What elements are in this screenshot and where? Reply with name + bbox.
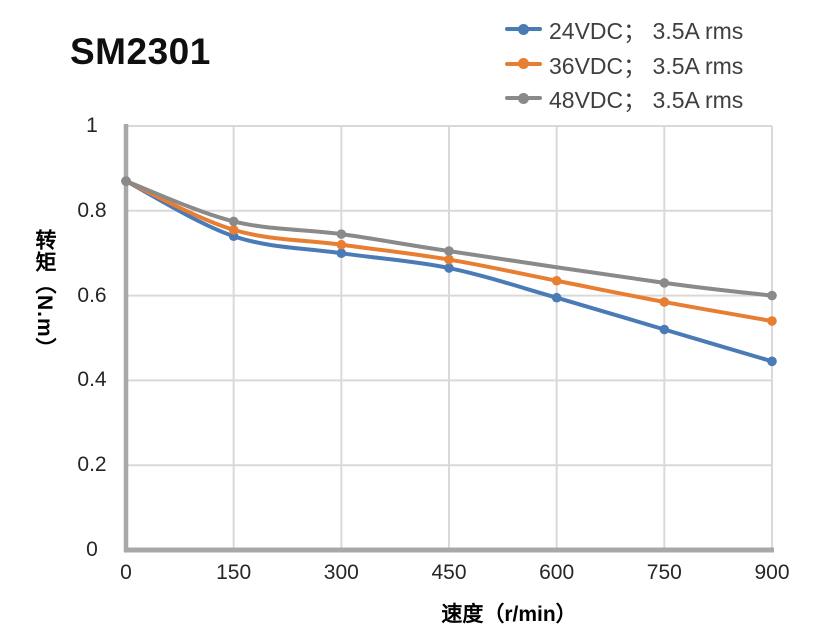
x-axis-title: 速度（r/min） (441, 603, 577, 626)
legend-label: 24VDC； 3.5A rms (549, 18, 744, 45)
data-point-marker (659, 324, 670, 335)
chart-title: SM2301 (70, 31, 211, 72)
y-axis-title: 转矩（N.m） (33, 229, 56, 360)
data-point-marker (767, 356, 777, 367)
data-point-marker (767, 290, 777, 301)
series-line (124, 179, 774, 298)
data-point-marker (121, 176, 131, 186)
legend-dot-icon (518, 23, 529, 35)
legend-marker-icon (505, 57, 542, 71)
data-point-marker (336, 239, 347, 250)
legend-item: 36VDC； 3.5A rms (505, 47, 743, 82)
data-point-marker (444, 254, 454, 265)
legend-dot-icon (518, 92, 529, 104)
data-point-marker (228, 216, 239, 227)
data-point-marker (336, 229, 347, 239)
data-point-marker (228, 225, 239, 235)
legend-label: 48VDC； 3.5A rms (549, 87, 744, 114)
legend-marker-icon (505, 91, 542, 105)
data-point-marker (551, 292, 562, 303)
data-point-marker (551, 275, 562, 286)
legend-marker-icon (505, 22, 542, 36)
data-point-marker (444, 246, 454, 256)
data-point-marker (767, 316, 777, 326)
data-point-marker (659, 297, 670, 307)
legend-label: 36VDC； 3.5A rms (549, 52, 744, 79)
legend-item: 24VDC； 3.5A rms (505, 12, 743, 47)
data-point-marker (444, 263, 454, 273)
legend-item: 48VDC； 3.5A rms (505, 81, 743, 116)
data-point-marker (659, 278, 670, 288)
data-point-marker (336, 248, 347, 258)
legend-dot-icon (518, 58, 529, 70)
chart-legend: 24VDC； 3.5A rms 36VDC； 3.5A rms 48VDC； 3.5… (505, 12, 743, 116)
